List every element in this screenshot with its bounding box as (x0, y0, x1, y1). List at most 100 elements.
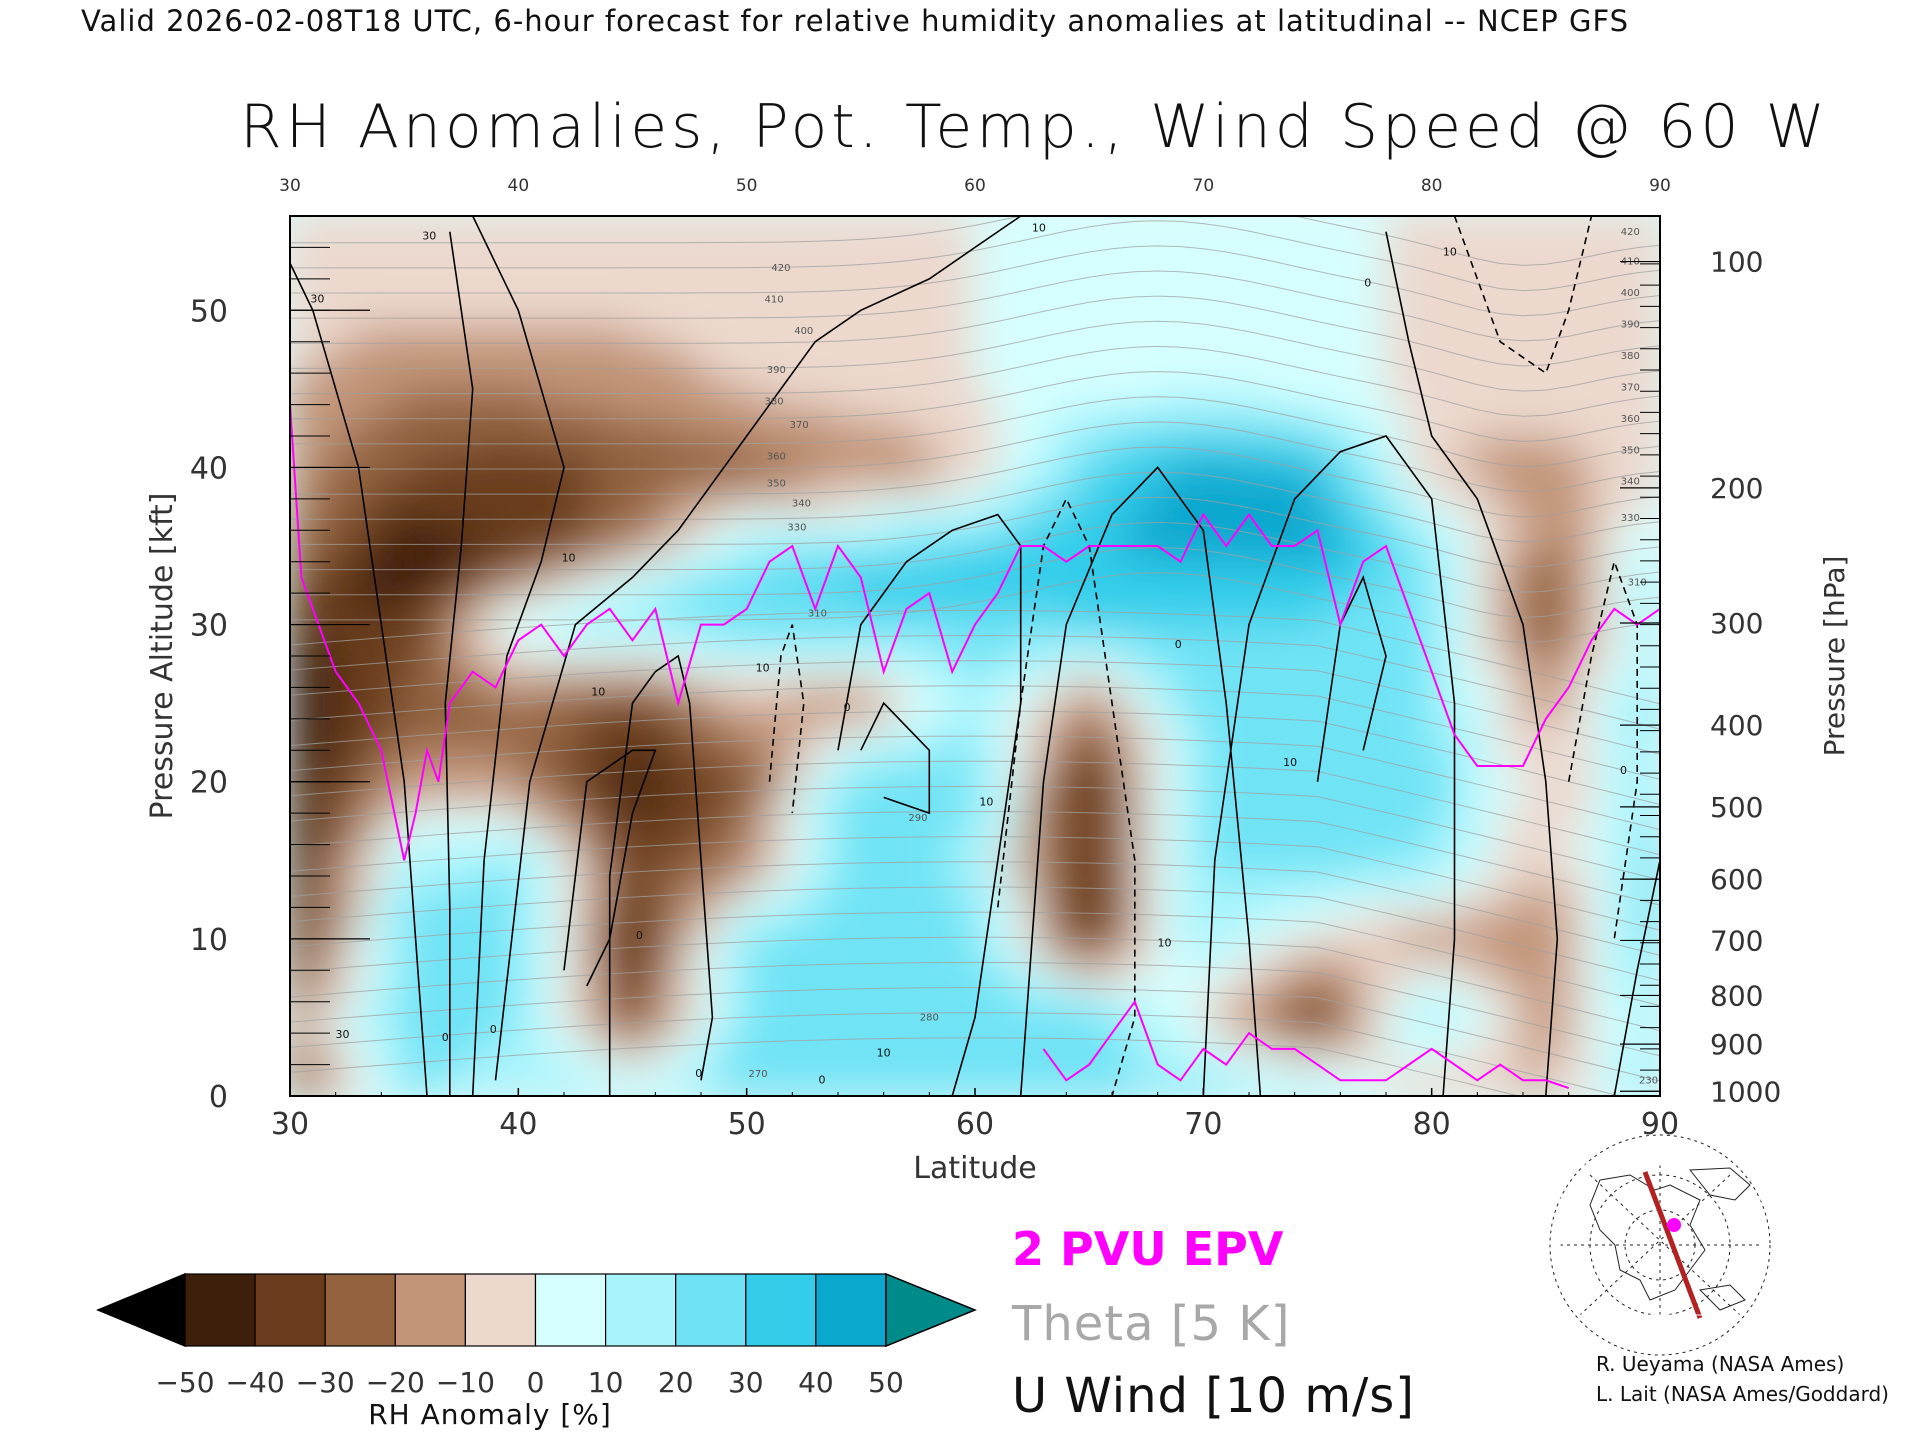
field-cell (882, 450, 908, 469)
field-cell (1225, 246, 1250, 265)
field-cell (1362, 1063, 1387, 1082)
field-cell (585, 875, 611, 893)
field-cell (654, 1047, 680, 1066)
field-cell (494, 403, 520, 422)
field-cell (380, 497, 406, 516)
field-cell (1476, 513, 1502, 532)
field-cell (837, 513, 862, 532)
field-cell (631, 702, 657, 720)
field-cell (1476, 749, 1502, 767)
field-cell (1385, 843, 1410, 862)
field-cell (859, 875, 885, 893)
field-cell (1270, 639, 1296, 657)
field-cell (471, 545, 497, 563)
field-cell (1088, 262, 1113, 280)
field-cell (745, 827, 771, 846)
field-cell (1225, 372, 1250, 390)
field-cell (928, 466, 954, 485)
field-cell (814, 812, 839, 830)
field-cell (357, 875, 383, 893)
theta-contour (290, 521, 1660, 593)
field-cell (814, 576, 839, 595)
field-cell (1430, 937, 1456, 956)
field-cell (1270, 230, 1296, 249)
field-cell (403, 1000, 428, 1019)
field-cell (631, 513, 657, 532)
u-wind-contour (1019, 466, 1262, 1096)
field-cell (1179, 780, 1205, 799)
field-cell (905, 403, 931, 422)
field-cell (1362, 985, 1387, 1003)
theta-contour (290, 421, 1660, 493)
field-cell (1613, 639, 1639, 657)
field-cell (631, 340, 657, 359)
field-cell (1636, 749, 1660, 767)
field-cell (403, 592, 428, 610)
field-cell (380, 937, 406, 956)
field-cell (1316, 843, 1342, 862)
field-cell (996, 639, 1022, 657)
theta-label: 370 (1621, 382, 1640, 393)
field-cell (1133, 246, 1159, 265)
field-cell (1636, 780, 1660, 799)
wind-label: 0 (442, 1031, 449, 1044)
field-cell (974, 1016, 999, 1035)
colorbar-tick-label: −40 (226, 1366, 285, 1399)
field-cell (563, 576, 588, 595)
field-cell (357, 356, 383, 375)
field-cell (517, 827, 543, 846)
field-cell (357, 985, 383, 1003)
field-cell (1544, 1032, 1570, 1050)
field-cell (951, 372, 976, 390)
field-cell (608, 216, 634, 233)
field-cell (745, 450, 771, 469)
field-cell (585, 702, 611, 720)
field-cell (837, 387, 862, 406)
field-cell (905, 890, 931, 909)
field-cell (1042, 1079, 1068, 1096)
field-cell (1522, 1032, 1547, 1050)
field-cell (1111, 262, 1136, 280)
field-cell (471, 482, 497, 500)
field-cell (814, 450, 839, 469)
field-cell (1499, 1047, 1524, 1066)
field-cell (1225, 922, 1250, 940)
field-cell (1453, 890, 1479, 909)
field-cell (1156, 623, 1182, 642)
field-cell (791, 733, 817, 752)
field-cell (494, 780, 520, 799)
field-cell (631, 576, 657, 595)
field-cell (1407, 859, 1433, 877)
field-cell (1088, 765, 1113, 783)
field-cell (448, 372, 474, 390)
field-cell (1019, 843, 1045, 862)
field-cell (951, 969, 976, 987)
field-cell (1522, 812, 1547, 830)
field-cell (1476, 419, 1502, 437)
field-cell (631, 466, 657, 485)
field-cell (1476, 655, 1502, 673)
field-cell (882, 216, 908, 233)
field-cell (1293, 216, 1319, 233)
field-cell (1156, 277, 1182, 296)
field-cell (290, 670, 314, 689)
field-cell (1362, 230, 1387, 249)
field-cell (1225, 216, 1250, 233)
field-cell (951, 387, 976, 406)
field-cell (1430, 906, 1456, 925)
field-cell (403, 545, 428, 563)
field-cell (357, 670, 383, 689)
field-cell (426, 890, 451, 909)
field-cell (1316, 969, 1342, 987)
u-wind-contour (1202, 435, 1456, 1096)
field-cell (1499, 796, 1524, 815)
field-cell (1362, 497, 1387, 516)
field-cell (700, 717, 725, 736)
field-cell (814, 403, 839, 422)
field-cell (1499, 875, 1524, 893)
field-cell (403, 497, 428, 516)
field-cell (540, 969, 565, 987)
field-cell (1133, 545, 1159, 563)
field-cell (1613, 655, 1639, 673)
field-cell (357, 859, 383, 877)
